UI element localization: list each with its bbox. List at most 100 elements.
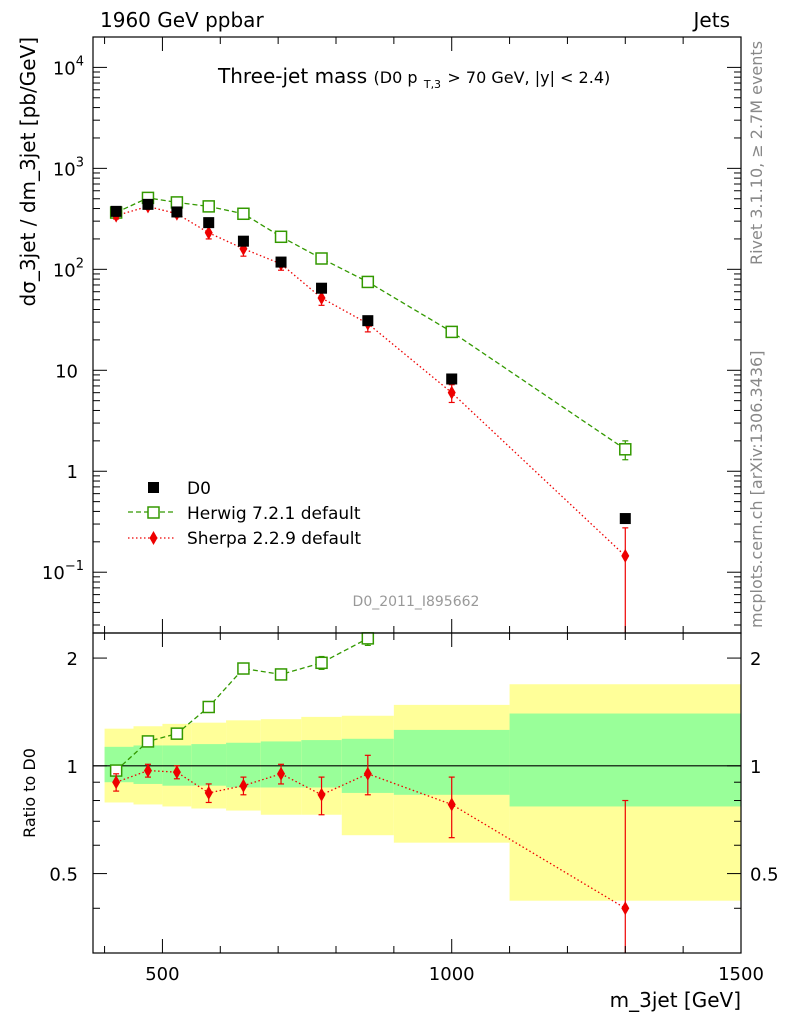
- legend-sherpa-label: Sherpa 2.2.9 default: [187, 529, 361, 549]
- rivet-version-label: Rivet 3.1.10, ≥ 2.7M events: [747, 41, 766, 265]
- main-herwig-point: [619, 443, 632, 456]
- chart-title-cut-subscript: T,3: [423, 78, 441, 91]
- legend-d0-marker: [148, 482, 159, 493]
- main-herwig-point: [315, 252, 328, 265]
- ratio-y-tick-labels: 0.5 0.5 1 1 2 2: [49, 649, 778, 886]
- main-y-tick-label: 102: [53, 256, 84, 281]
- chart-title-cut-rest: > 70 GeV, |y| < 2.4): [447, 68, 610, 87]
- main-d0-point: [237, 235, 249, 247]
- main-y-axis-label: dσ_3jet / dm_3jet [pb/GeV]: [16, 37, 40, 306]
- legend-entry-sherpa: Sherpa 2.2.9 default: [128, 529, 361, 549]
- legend-entry-d0: D0: [148, 479, 211, 499]
- tick-base: 10: [42, 563, 65, 584]
- ratio-sherpa-point: [447, 797, 456, 812]
- ratio-panel: 0.5 0.5 1 1 2 2 500 1000 1500 Ratio to D0 m_3je…: [20, 632, 779, 1012]
- ratio-y-tick-label-right: 2: [750, 649, 761, 670]
- main-herwig-point: [237, 207, 250, 221]
- ratio-y-tick-label: 2: [67, 649, 78, 670]
- x-axis-label: m_3jet [GeV]: [610, 988, 741, 1012]
- main-herwig-point: [445, 325, 458, 339]
- ratio-sherpa-point: [112, 775, 121, 790]
- ratio-herwig-point: [274, 668, 288, 681]
- ratio-data-layer: [109, 632, 630, 953]
- main-sherpa-point: [447, 385, 456, 400]
- ratio-herwig-point: [315, 656, 328, 670]
- legend: D0 Herwig 7.2.1 default Sherpa 2.2.9 def…: [128, 479, 361, 549]
- ratio-y-tick-label-right: 1: [750, 757, 761, 778]
- x-tick-label: 1000: [429, 964, 475, 985]
- legend-sherpa-marker: [149, 531, 158, 545]
- ratio-herwig-point: [170, 727, 184, 740]
- chart-title-main: Three-jet mass: [217, 64, 367, 88]
- ratio-sherpa-point: [239, 778, 248, 793]
- header-right-label: Jets: [692, 8, 730, 32]
- header-left-label: 1960 GeV ppbar: [100, 8, 264, 32]
- main-d0-point: [110, 205, 122, 217]
- legend-entry-herwig: Herwig 7.2.1 default: [128, 504, 361, 524]
- x-tick-labels: 500 1000 1500: [145, 964, 764, 985]
- tick-exponent: 2: [76, 256, 84, 271]
- ratio-y-tick-label: 1: [67, 757, 78, 778]
- main-y-tick-label: 103: [53, 155, 84, 180]
- main-data-layer: [109, 191, 632, 633]
- analysis-id-label: D0_2011_I895662: [353, 594, 480, 610]
- main-sherpa-line: [115, 205, 626, 557]
- tick-exponent: −1: [65, 559, 84, 574]
- main-d0-point: [275, 256, 287, 268]
- legend-herwig-marker: [147, 506, 160, 519]
- chart-title-cut: (D0 p: [374, 68, 418, 87]
- ratio-stat-uncertainty-band: [191, 744, 227, 786]
- x-tick-label: 1500: [718, 964, 764, 985]
- ratio-stat-uncertainty-band: [509, 713, 741, 807]
- ratio-sherpa-point: [363, 766, 372, 781]
- ratio-y-tick-label-right: 0.5: [750, 865, 779, 886]
- ratio-sherpa-point: [277, 766, 286, 781]
- ratio-herwig-point: [237, 662, 250, 675]
- tick-base: 10: [53, 58, 76, 79]
- main-y-tick-label: 104: [53, 54, 84, 79]
- ratio-sherpa-point: [204, 785, 213, 800]
- main-d0-point: [142, 198, 154, 210]
- tick-exponent: 4: [76, 54, 84, 69]
- main-herwig-point: [202, 200, 215, 213]
- tick-exponent: 3: [76, 155, 84, 170]
- main-d0-point: [316, 282, 328, 294]
- x-tick-label: 500: [145, 964, 179, 985]
- ratio-plot-frame: [92, 632, 742, 954]
- main-herwig-point: [170, 196, 184, 209]
- ratio-herwig-point: [361, 632, 375, 645]
- mcplots-label: mcplots.cern.ch [arXiv:1306.3436]: [747, 351, 766, 628]
- main-herwig-point: [274, 230, 288, 244]
- main-sherpa-point: [204, 225, 213, 240]
- ratio-sherpa-point: [143, 763, 152, 778]
- ratio-y-axis-label: Ratio to D0: [20, 748, 39, 838]
- main-d0-point: [362, 315, 374, 327]
- main-herwig-point: [361, 275, 375, 289]
- ratio-sherpa-point: [172, 765, 181, 780]
- main-y-tick-label: 10: [55, 361, 78, 382]
- ratio-herwig-point: [202, 700, 215, 714]
- ratio-sherpa-line: [115, 769, 626, 909]
- legend-herwig-label: Herwig 7.2.1 default: [187, 504, 361, 524]
- main-d0-point: [203, 217, 215, 229]
- main-sherpa-point: [621, 548, 630, 563]
- main-herwig-line: [115, 197, 626, 450]
- main-d0-point: [619, 513, 631, 525]
- main-d0-point: [446, 373, 458, 385]
- ratio-bands-layer: [104, 684, 741, 901]
- legend-d0-label: D0: [187, 479, 211, 499]
- main-axis-ticks: [93, 36, 742, 633]
- main-d0-point: [171, 206, 183, 218]
- tick-base: 10: [53, 159, 76, 180]
- ratio-sherpa-point: [621, 901, 630, 916]
- ratio-y-tick-label: 0.5: [49, 865, 78, 886]
- chart-title: Three-jet mass (D0 p T,3 > 70 GeV, |y| <…: [217, 64, 610, 93]
- ratio-herwig-point: [141, 735, 155, 748]
- ratio-sherpa-point: [317, 787, 326, 802]
- tick-base: 10: [53, 260, 76, 281]
- main-y-tick-label: 10−1: [42, 559, 84, 584]
- main-sherpa-point: [317, 290, 326, 305]
